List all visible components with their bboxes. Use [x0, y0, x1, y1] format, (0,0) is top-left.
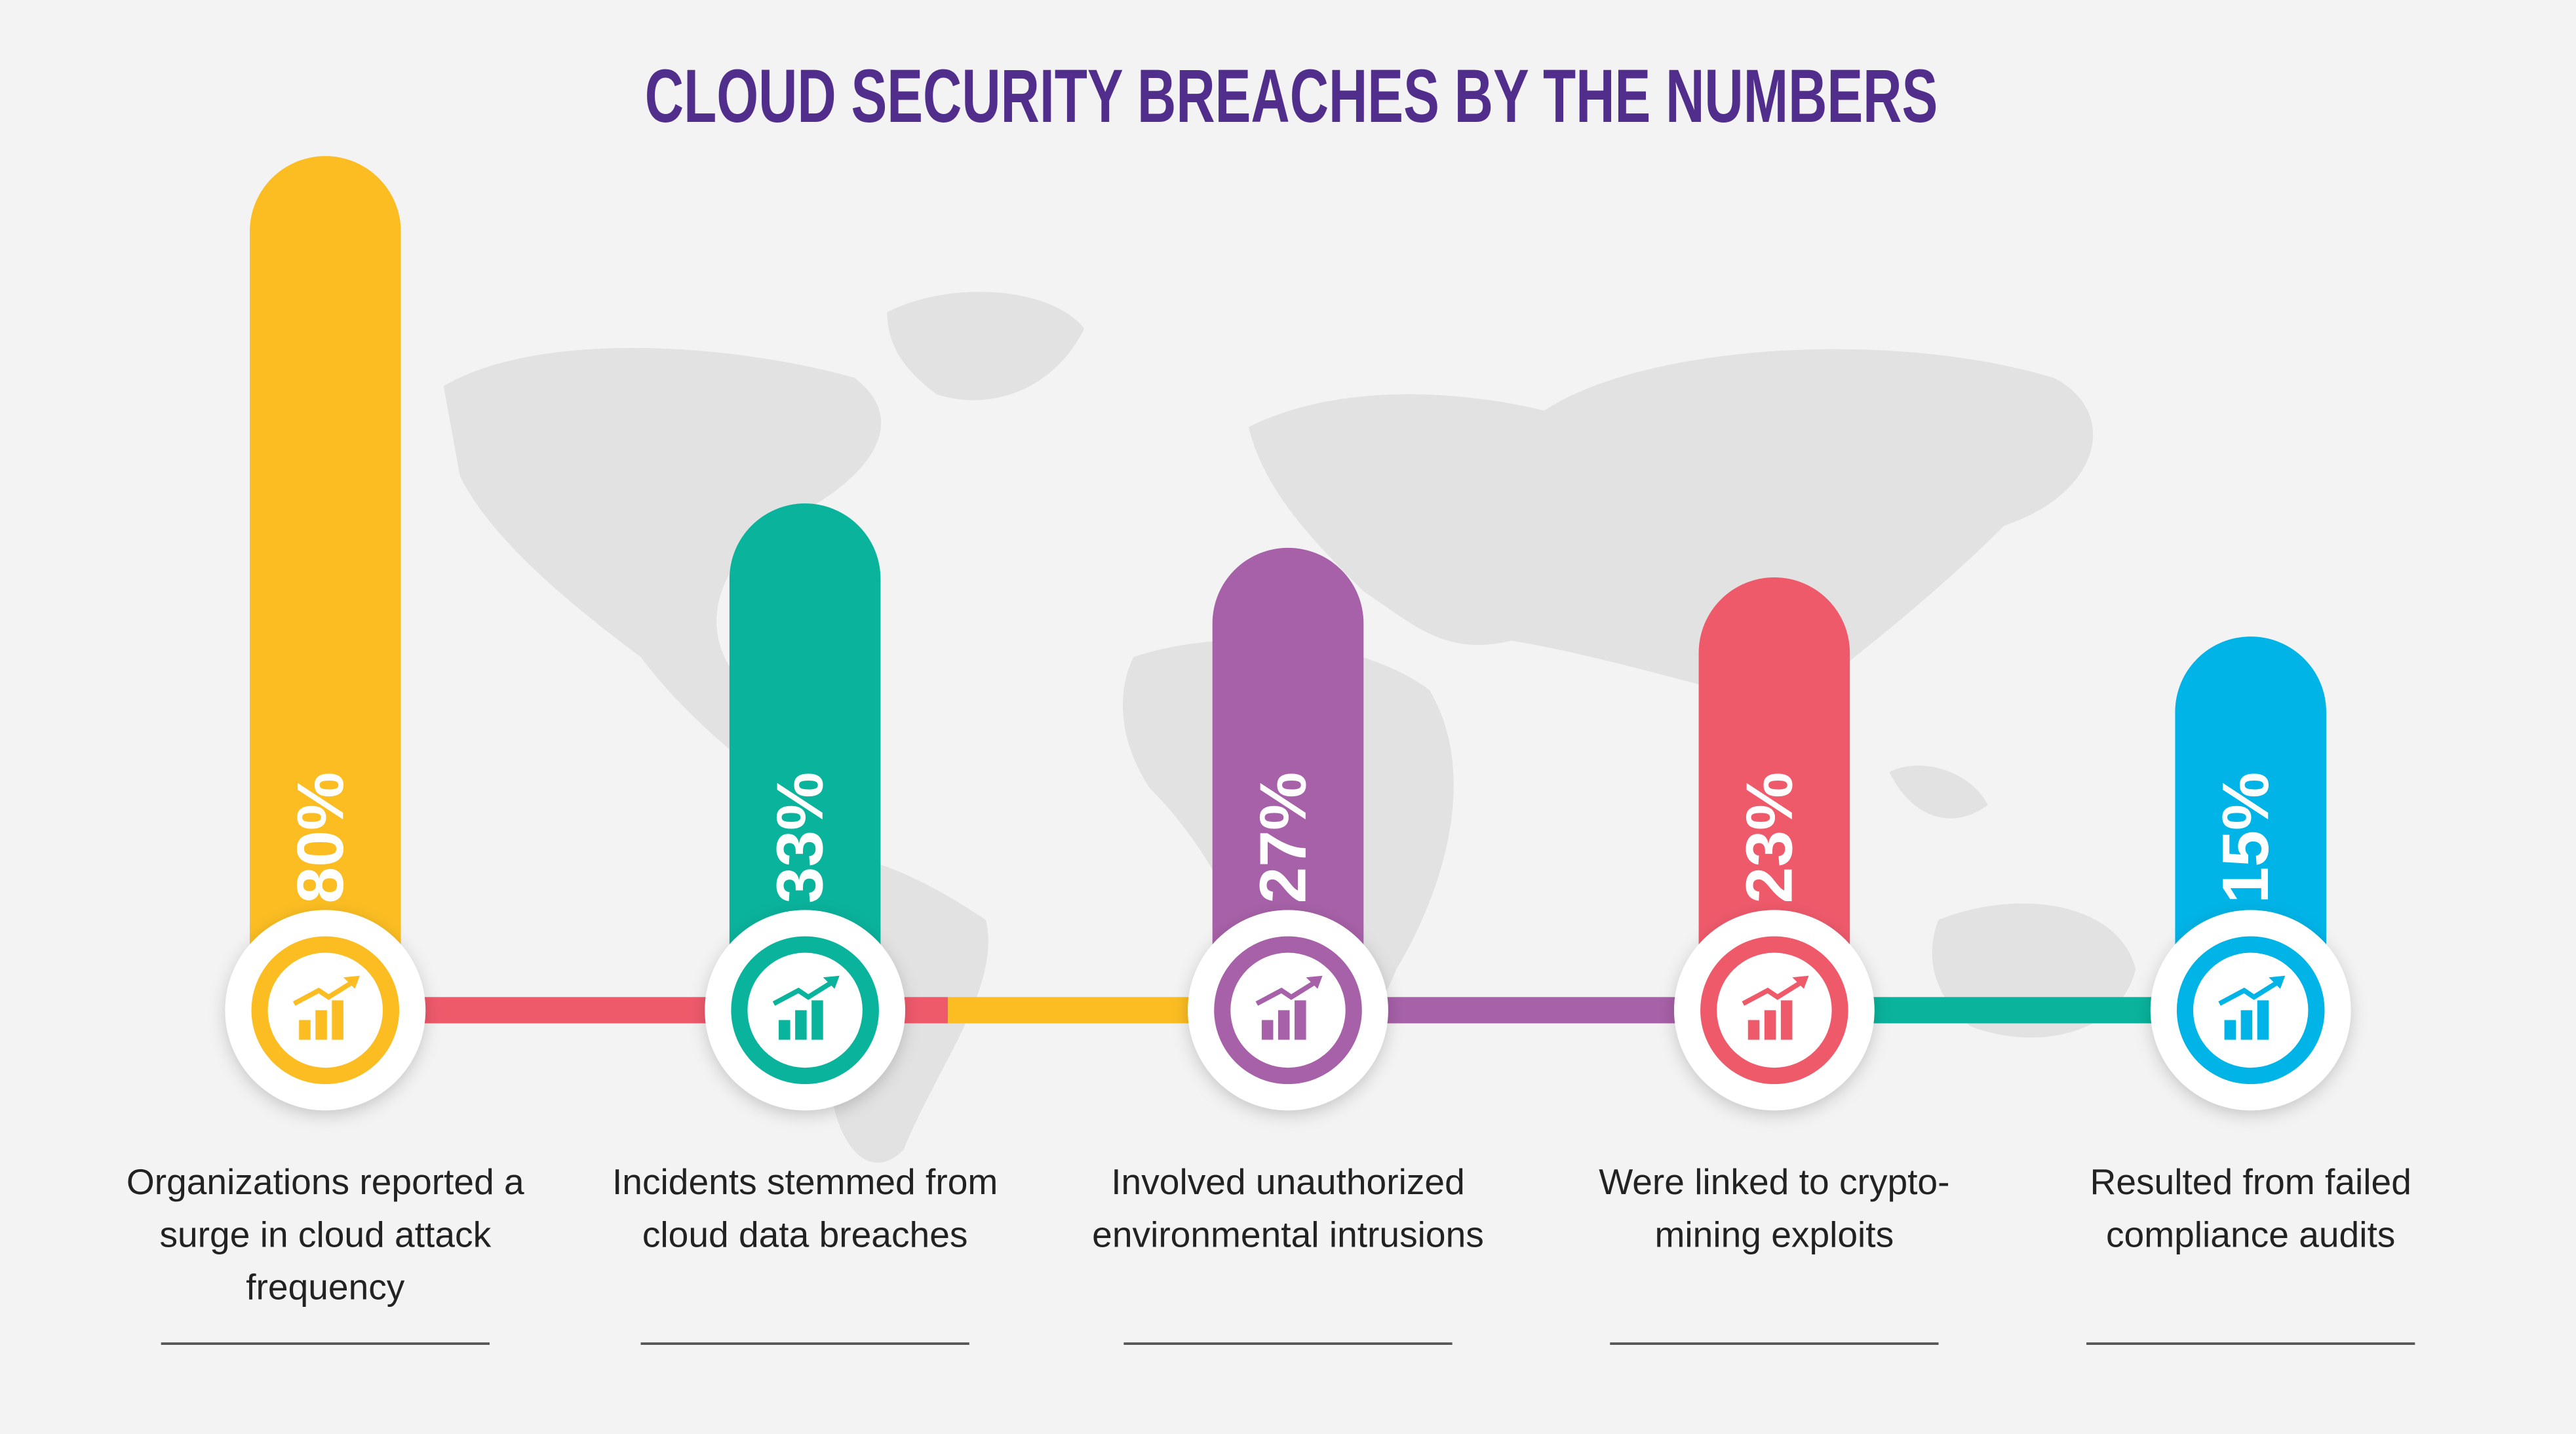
icon-arrowhead: [1306, 975, 1323, 989]
bar: [2175, 636, 2326, 1011]
category-label: Involved unauthorized environmental intr…: [1092, 1161, 1484, 1255]
bar: [729, 503, 881, 1011]
icon-arrowhead: [1792, 975, 1809, 989]
category-label: Were linked to crypto-mining exploits: [1599, 1161, 1950, 1255]
bar: [250, 156, 401, 1011]
icon-bar: [299, 1020, 311, 1040]
badge: [1188, 910, 1388, 1111]
category-label: Organizations reported a surge in cloud …: [126, 1161, 524, 1308]
icon-bar: [1278, 1010, 1290, 1040]
icon-arrowhead: [343, 975, 360, 989]
bar: [1698, 577, 1850, 1011]
description-box: Involved unauthorized environmental intr…: [1092, 1161, 1484, 1255]
description-box: Incidents stemmed from cloud data breach…: [612, 1161, 998, 1255]
icon-arrow: [2218, 979, 2282, 1006]
icon-bar: [1295, 1000, 1306, 1040]
chart-title: CLOUD SECURITY BREACHES BY THE NUMBERS: [645, 54, 1938, 138]
icon-bar: [332, 1000, 343, 1040]
badge: [225, 910, 426, 1111]
icon-bar: [1261, 1020, 1274, 1040]
description-box: Were linked to crypto-mining exploits: [1599, 1161, 1950, 1255]
category-label: Incidents stemmed from cloud data breach…: [612, 1161, 998, 1255]
value-label: 80%: [284, 772, 357, 904]
badge: [705, 910, 906, 1111]
icon-bar: [315, 1010, 327, 1040]
icon-bar: [779, 1020, 790, 1040]
icon-arrowhead: [823, 975, 840, 989]
description-box: Resulted from failed compliance audits: [2090, 1161, 2411, 1255]
value-label: 23%: [1732, 772, 1806, 904]
icon-bar: [1764, 1010, 1776, 1040]
value-label: 15%: [2209, 772, 2282, 904]
badge: [2150, 910, 2351, 1111]
icon-arrowhead: [2269, 975, 2286, 989]
badge: [1673, 910, 1875, 1111]
icon-bar: [2257, 1000, 2269, 1040]
icon-arrow: [1742, 979, 1805, 1006]
icon-arrow: [772, 979, 836, 1006]
icon-bar: [1747, 1020, 1760, 1040]
icon-bar: [1780, 1000, 1793, 1040]
value-label: 33%: [764, 772, 837, 904]
icon-arrow: [1255, 979, 1319, 1006]
icon-bar: [811, 1000, 823, 1040]
bar: [1212, 547, 1364, 1011]
category-label: Resulted from failed compliance audits: [2090, 1161, 2411, 1255]
icon-bar: [2224, 1020, 2236, 1040]
icon-bar: [795, 1010, 807, 1040]
icon-bar: [2240, 1010, 2253, 1040]
value-label: 27%: [1246, 772, 1319, 904]
icon-arrow: [292, 979, 357, 1006]
description-box: Organizations reported a surge in cloud …: [126, 1161, 524, 1308]
